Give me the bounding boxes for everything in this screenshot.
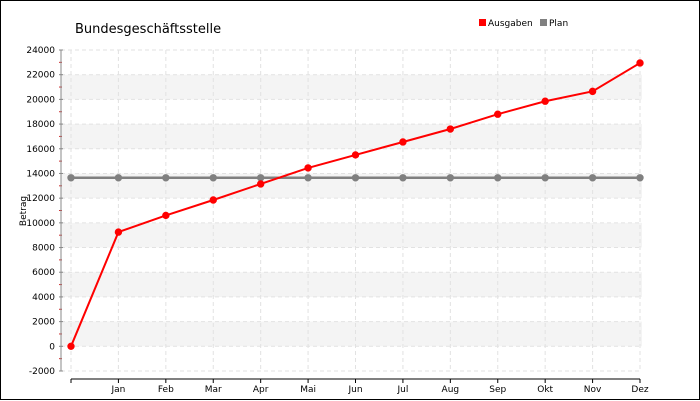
y-tick-label: 0: [49, 342, 55, 352]
legend: Ausgaben Plan: [479, 19, 568, 29]
data-point-plan: [304, 174, 312, 182]
y-tick-label: 4000: [32, 293, 55, 303]
x-tick-label: Okt: [537, 385, 553, 395]
grid-band: [61, 222, 642, 248]
data-point-plan: [541, 174, 549, 182]
grid-band: [61, 74, 642, 100]
data-point-ausgaben: [351, 151, 360, 159]
data-point-ausgaben: [114, 228, 123, 236]
data-point-ausgaben: [541, 97, 549, 105]
x-tick-label: Jun: [347, 385, 362, 395]
x-tick-label: Aug: [442, 385, 460, 395]
data-point-plan: [399, 174, 407, 182]
tick-labels: -2000 0 2000 4000 6000 8000 10000 12000 14000 160…: [26, 46, 649, 395]
grid-band: [61, 321, 642, 347]
data-point-ausgaben: [209, 196, 217, 204]
data-point-plan: [636, 174, 644, 182]
legend-item-plan: Plan: [540, 19, 568, 29]
legend-label-ausgaben: Ausgaben: [488, 19, 533, 29]
data-point-plan: [588, 174, 597, 182]
data-point-plan: [351, 174, 360, 182]
x-tick-label: Nov: [584, 385, 602, 395]
y-tick-label: 2000: [32, 318, 55, 328]
x-tick-label: Feb: [158, 385, 174, 395]
data-point-plan: [67, 174, 75, 182]
x-tick-label: Mai: [300, 385, 316, 395]
data-point-ausgaben: [636, 59, 644, 67]
data-point-plan: [494, 174, 502, 182]
y-tick-label: 10000: [26, 219, 55, 229]
data-point-ausgaben: [256, 180, 265, 188]
x-tick-label: Mar: [205, 385, 222, 395]
x-tick-label: Dez: [631, 385, 648, 395]
data-point-plan: [209, 174, 217, 182]
legend-item-ausgaben: Ausgaben: [479, 19, 533, 29]
y-tick-label: 6000: [32, 268, 55, 278]
data-point-plan: [162, 174, 170, 182]
data-point-plan: [256, 174, 265, 182]
y-tick-label: 16000: [26, 145, 55, 155]
x-tick-label: Jan: [110, 385, 125, 395]
x-tick-label: Jul: [396, 385, 408, 395]
y-tick-label: 12000: [26, 194, 55, 204]
data-point-ausgaben: [399, 138, 407, 146]
y-tick-label: -2000: [29, 367, 55, 377]
y-tick-label: 22000: [26, 71, 55, 81]
data-point-ausgaben: [588, 87, 597, 96]
y-tick-label: 8000: [32, 244, 55, 254]
y-tick-label: 18000: [26, 120, 55, 130]
y-tick-label: 14000: [26, 169, 55, 179]
data-point-ausgaben: [304, 164, 312, 172]
y-axis-label: Betrag: [19, 196, 29, 226]
y-tick-label: 24000: [26, 46, 55, 56]
legend-swatch-ausgaben: [479, 19, 486, 26]
chart-title: Bundesgeschäftsstelle: [75, 22, 221, 37]
x-tick-label: Sep: [489, 385, 506, 395]
data-point-ausgaben: [162, 211, 170, 220]
x-tick-label: Apr: [253, 385, 269, 395]
data-point-ausgaben: [67, 342, 75, 351]
data-point-ausgaben: [446, 125, 455, 133]
data-point-ausgaben: [494, 110, 502, 118]
legend-swatch-plan: [540, 19, 547, 26]
legend-label-plan: Plan: [549, 19, 568, 29]
grid-band: [61, 272, 642, 297]
y-tick-label: 20000: [26, 95, 55, 105]
series-group: [67, 59, 644, 351]
data-point-plan: [446, 174, 455, 182]
axes: [59, 49, 641, 383]
data-point-plan: [114, 174, 123, 182]
grid-band: [61, 124, 642, 149]
